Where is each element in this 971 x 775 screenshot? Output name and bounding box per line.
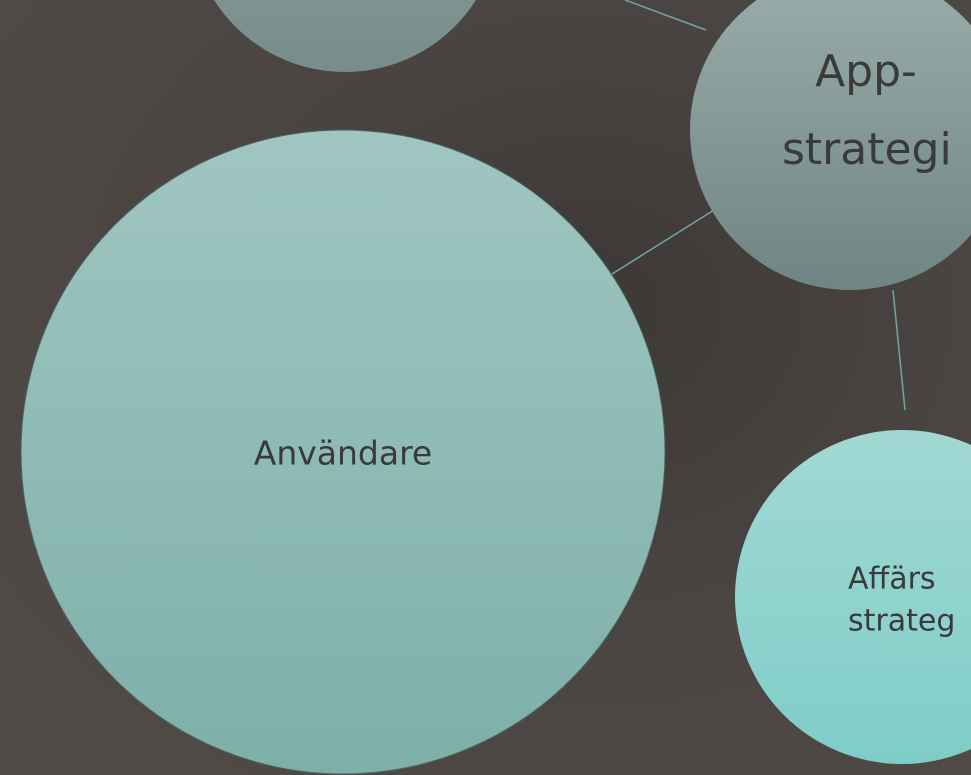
node-label: strategi xyxy=(782,124,952,175)
node-label: Affärs xyxy=(848,562,936,597)
page: {"nodes": [ {"lines": []}, {"lines": ["A… xyxy=(0,0,971,775)
diagram: App- strategi Användare Affärs strateg xyxy=(0,0,971,775)
node-label: strateg xyxy=(848,604,955,639)
node-label: Användare xyxy=(254,434,432,473)
node-label: App- xyxy=(815,46,917,97)
